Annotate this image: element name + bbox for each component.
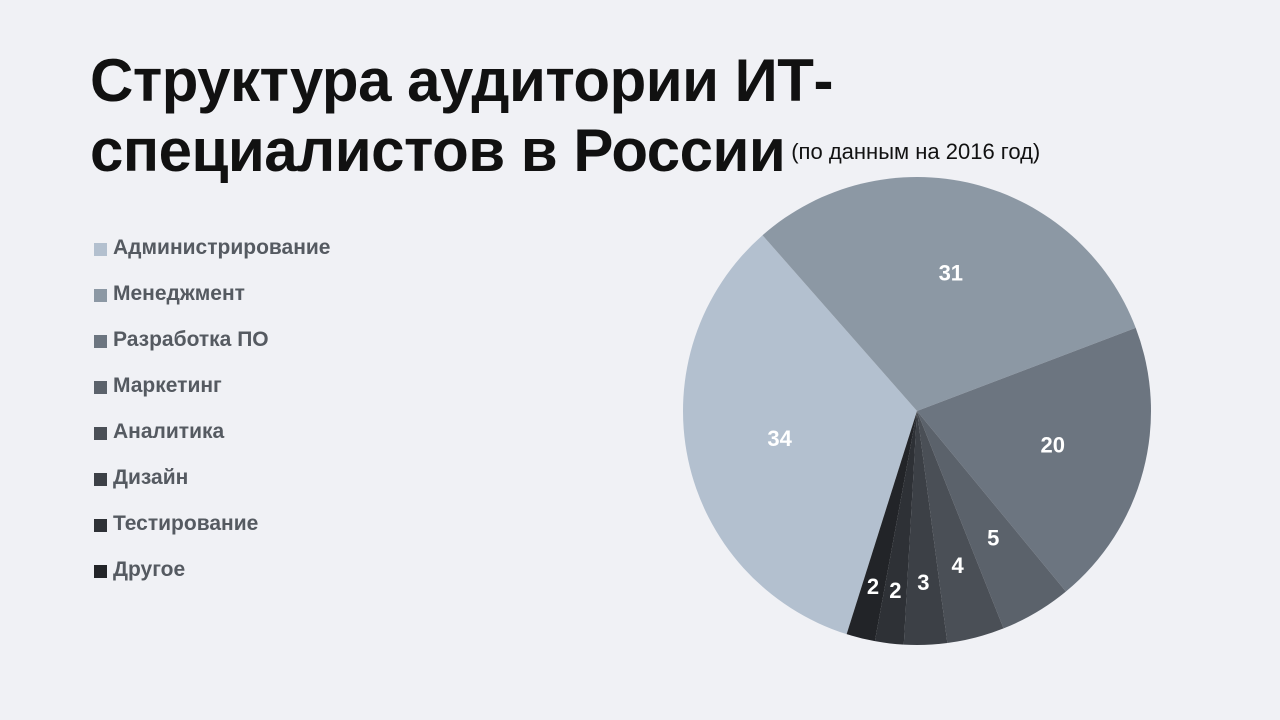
legend-item: Разработка ПО xyxy=(94,328,330,374)
chart-title: Структура аудитории ИТ-специалистов в Ро… xyxy=(90,47,1041,184)
legend-item: Администрирование xyxy=(94,236,330,282)
legend-item: Другое xyxy=(94,558,330,604)
legend-label: Другое xyxy=(113,558,186,581)
legend-label: Разработка ПО xyxy=(113,328,269,351)
legend-swatch xyxy=(94,519,107,532)
slice-value-label: 5 xyxy=(987,526,999,551)
pie-slice xyxy=(762,176,1136,411)
legend-item: Тестирование xyxy=(94,512,330,558)
legend-swatch xyxy=(94,335,107,348)
pie-slice xyxy=(917,411,1004,644)
chart-subtitle: (по данным на 2016 год) xyxy=(791,138,1041,164)
slice-value-label: 4 xyxy=(952,553,965,578)
slice-value-label: 20 xyxy=(1040,433,1064,458)
legend-item: Аналитика xyxy=(94,420,330,466)
legend-swatch xyxy=(94,289,107,302)
legend-item: Маркетинг xyxy=(94,374,330,420)
legend-label: Аналитика xyxy=(113,420,225,443)
legend-swatch xyxy=(94,473,107,486)
legend-item: Менеджмент xyxy=(94,282,330,328)
legend-label: Дизайн xyxy=(113,466,189,489)
slice-value-label: 2 xyxy=(889,578,901,603)
pie-slice xyxy=(846,411,917,642)
slice-value-label: 2 xyxy=(867,574,879,599)
legend-swatch xyxy=(94,565,107,578)
pie-slice xyxy=(874,411,917,645)
pie-slice xyxy=(917,327,1151,592)
legend-label: Менеджмент xyxy=(113,282,245,305)
legend-item: Дизайн xyxy=(94,466,330,512)
slice-value-label: 31 xyxy=(939,261,963,286)
legend-swatch xyxy=(94,243,107,256)
chart-legend: Администрирование Менеджмент Разработка ПО… xyxy=(94,236,330,604)
legend-swatch xyxy=(94,427,107,440)
pie-slice xyxy=(683,235,917,635)
legend-swatch xyxy=(94,381,107,394)
legend-label: Маркетинг xyxy=(113,374,222,397)
slice-value-label: 3 xyxy=(917,570,929,595)
legend-label: Администрирование xyxy=(113,236,331,259)
pie-slice xyxy=(917,411,1066,629)
legend-label: Тестирование xyxy=(113,512,259,535)
pie-slice xyxy=(903,411,948,645)
slice-value-label: 34 xyxy=(767,426,792,451)
